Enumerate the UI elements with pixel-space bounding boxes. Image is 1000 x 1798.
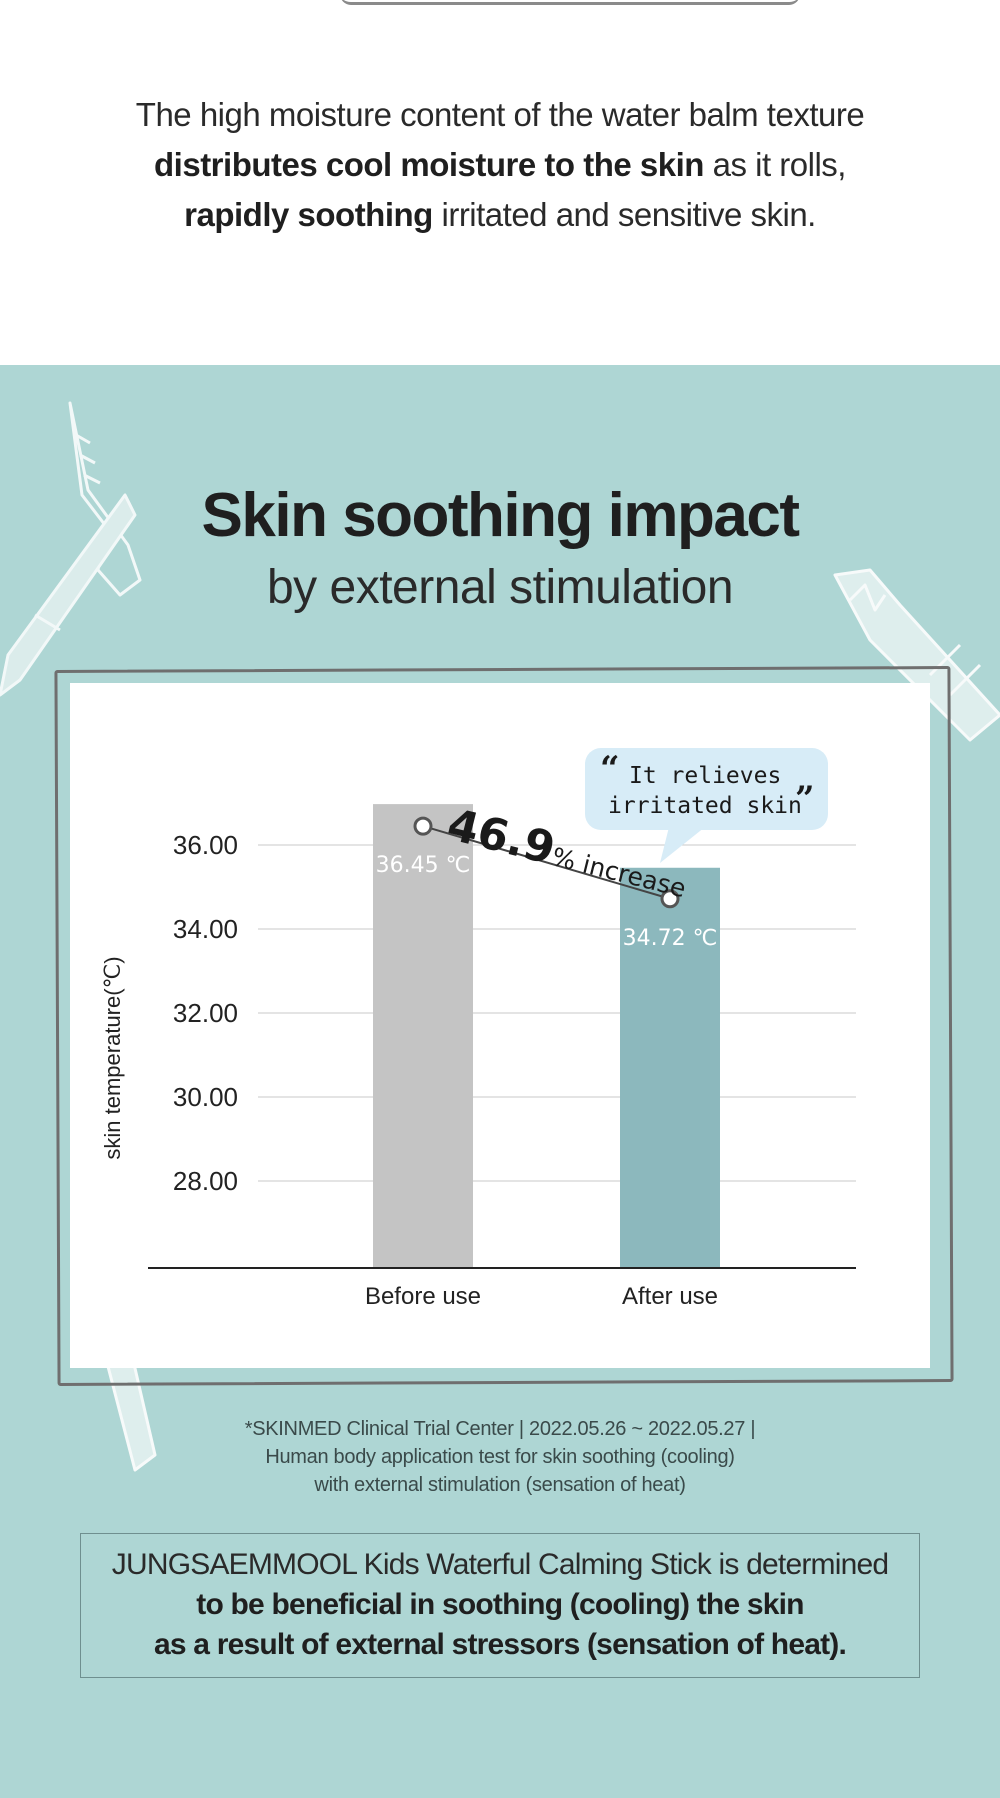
summary-box [80, 1533, 920, 1678]
bar-chart: 28.00 30.00 32.00 34.00 36.00 skin temperatur… [100, 748, 856, 1310]
data-point-marker [660, 889, 680, 909]
trend-line [422, 825, 671, 900]
summary-text: JUNGSAEMMOOL Kids Waterful Calming Stick… [80, 1545, 920, 1665]
footnote-line-3: with external stimulation (sensation of … [314, 1474, 686, 1496]
speech-bubble [585, 748, 828, 830]
stick-illustration-left-icon [0, 401, 142, 697]
quote-open-icon: “ [600, 749, 620, 789]
data-label: 36.45 ℃ [376, 853, 471, 878]
footnote: *SKINMED Clinical Trial Center | 2022.05… [150, 1415, 850, 1499]
data-label: 34.72 ℃ [623, 926, 718, 951]
y-tick-label: 32.00 [173, 998, 238, 1028]
intro-text: The high moisture content of the water b… [60, 90, 940, 240]
speech-bubble-tail [660, 823, 710, 863]
intro-line-1: The high moisture content of the water b… [135, 96, 865, 133]
stick-illustration-right-icon [833, 568, 1000, 742]
footnote-line-2: Human body application test for skin soo… [265, 1446, 735, 1468]
x-tick-label: Before use [365, 1283, 481, 1310]
intro-line-2-rest: as it rolls, [703, 146, 847, 183]
speech-bubble-line-1: It relieves [629, 763, 781, 789]
quote-close-icon: ” [795, 779, 815, 819]
speech-bubble-line-2: irritated skin [608, 793, 802, 819]
summary-line-3: as a result of external stressors (sensa… [80, 1625, 920, 1665]
intro-line-2-bold: distributes cool moisture to the skin [154, 146, 704, 183]
y-tick-label: 30.00 [173, 1082, 238, 1112]
intro-section: The high moisture content of the water b… [0, 0, 1000, 365]
chart-title: Skin soothing impact [201, 481, 800, 550]
y-tick-label: 34.00 [173, 914, 238, 944]
chart-subtitle: by external stimulation [266, 561, 734, 614]
y-tick-label: 28.00 [173, 1166, 238, 1196]
summary-line-1: JUNGSAEMMOOL Kids Waterful Calming Stick… [111, 1548, 889, 1581]
top-decorative-line [340, 0, 800, 5]
summary-line-3-bold: as a result of external stressors (sensa… [153, 1628, 847, 1661]
intro-line-3: rapidly soothing irritated and sensitive… [60, 190, 940, 240]
bar-after-use [620, 867, 720, 1268]
y-tick-label: 36.00 [173, 830, 238, 860]
bar-before-use [373, 804, 473, 1268]
x-tick-label: After use [622, 1283, 718, 1310]
data-point-marker [413, 816, 433, 836]
summary-line-2: to be beneficial in soothing (cooling) t… [80, 1585, 920, 1625]
intro-line-3-rest: irritated and sensitive skin. [432, 196, 816, 233]
summary-line-2-bold: to be beneficial in soothing (cooling) t… [196, 1588, 804, 1621]
footnote-line-1: *SKINMED Clinical Trial Center | 2022.05… [244, 1418, 756, 1440]
intro-line-3-bold: rapidly soothing [184, 196, 433, 233]
y-axis-label: skin temperature(℃) [100, 956, 125, 1159]
intro-line-2: distributes cool moisture to the skin as… [60, 140, 940, 190]
